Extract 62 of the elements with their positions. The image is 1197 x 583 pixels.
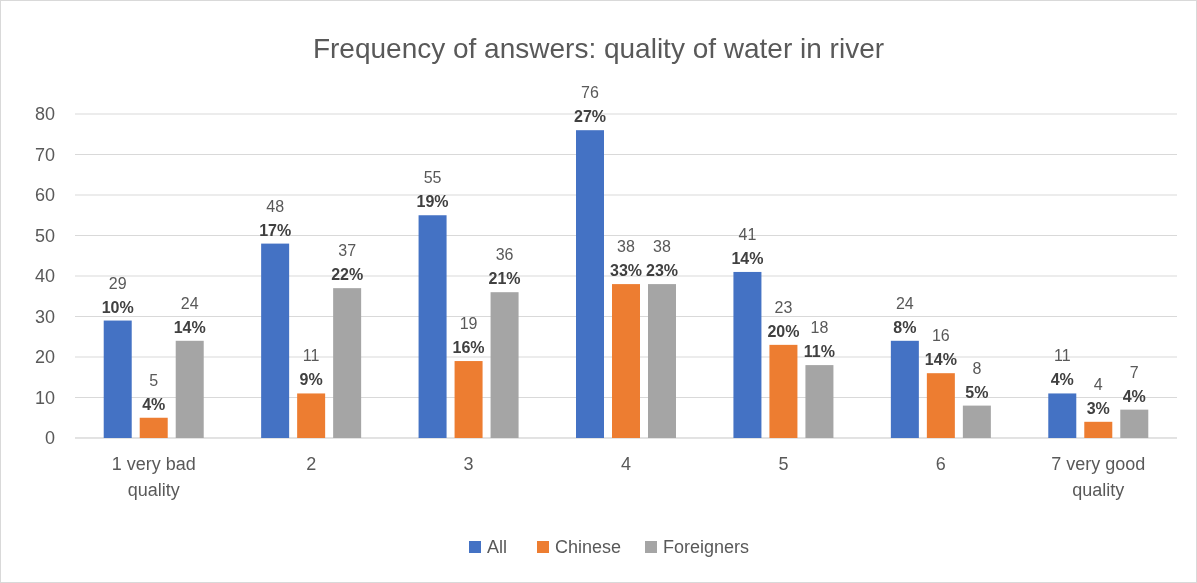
bar [1120,409,1149,438]
data-label: 11 4% [1050,347,1074,389]
data-label: 4 3% [1086,375,1110,417]
bar [926,373,955,438]
y-tick-label: 10 [34,387,55,408]
legend-label: All [487,537,508,557]
data-label: 29 10% [101,274,134,316]
x-tick-label: 7 very good quality [1051,454,1146,500]
data-label: 16 14% [924,327,957,369]
bar [805,365,834,438]
x-tick-label: 4 [620,454,632,474]
y-tick-label: 60 [34,185,55,206]
data-label: 36 21% [488,246,521,288]
data-label: 7 4% [1122,363,1146,405]
bar [139,417,168,438]
y-tick-label: 80 [34,104,55,125]
data-label: 76 27% [573,84,607,126]
legend-label: Foreigners [663,537,750,557]
x-tick-label: 6 [935,454,946,474]
data-label: 23 20% [767,298,800,340]
bar [490,292,519,438]
y-tick-label: 20 [34,347,55,368]
bar [1084,421,1113,438]
data-label: 11 9% [299,347,323,389]
bar [962,405,991,438]
data-label: 24 8% [893,294,917,336]
bar [1048,393,1077,438]
x-tick-label: 2 [306,454,317,474]
bar [576,130,604,438]
bar [733,271,762,438]
data-label: 55 19% [416,169,449,211]
bar [769,344,798,438]
bar [103,320,132,438]
data-label: 48 17% [259,197,292,239]
y-tick-label: 30 [34,306,55,327]
bar [418,215,447,438]
data-label: 8 5% [965,359,989,401]
y-tick-label: 70 [34,144,55,165]
bar [297,393,326,438]
x-tick-label: 1 very bad quality [111,454,196,500]
data-label: 18 11% [803,319,835,361]
bar [175,340,204,438]
data-label: 19 16% [452,315,485,357]
data-label: 5 4% [142,371,166,413]
x-tick-label: 5 [778,454,789,474]
bar [261,243,290,438]
bar [612,284,640,438]
data-label: 24 14% [173,294,206,336]
y-tick-label: 0 [44,428,55,449]
data-label: 38 23% [645,238,679,280]
bar [648,284,676,438]
bar [333,288,362,438]
legend-label: Chinese [555,537,622,557]
x-tick-label: 3 [463,454,474,474]
data-label: 41 14% [731,225,764,267]
bar [454,361,483,438]
y-tick-label: 50 [34,225,55,246]
chart-title: Frequency of answers: quality of water in river [312,33,885,64]
data-label: 37 22% [331,242,364,284]
data-label: 38 33% [609,238,643,280]
y-tick-label: 40 [34,266,55,287]
bar [890,340,919,438]
